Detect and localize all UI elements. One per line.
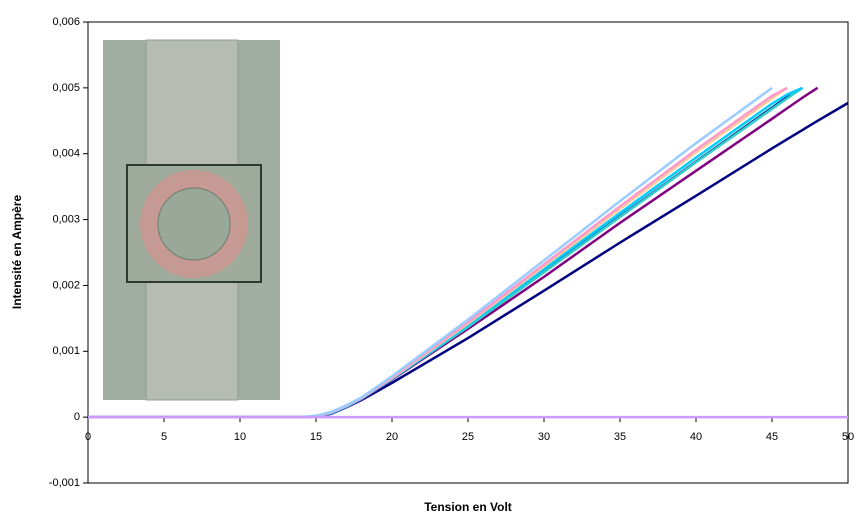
x-tick-label: 30	[538, 431, 550, 443]
y-tick-label: 0,005	[52, 82, 80, 94]
x-axis-title: Tension en Volt	[424, 500, 512, 514]
y-tick-label: 0,006	[52, 16, 80, 28]
x-tick-label: 5	[161, 431, 167, 443]
y-axis-title: Intensité en Ampère	[10, 195, 24, 310]
x-tick-label: 40	[690, 431, 702, 443]
x-tick-label: 35	[614, 431, 626, 443]
x-tick-label: 0	[85, 431, 91, 443]
x-tick-label: 45	[766, 431, 778, 443]
x-tick-label: 15	[310, 431, 322, 443]
y-tick-label: 0,003	[52, 213, 80, 225]
plot-area	[87, 21, 849, 484]
x-tick-label: 10	[234, 431, 246, 443]
y-tick-label: -0,001	[49, 477, 80, 489]
x-tick-label: 25	[462, 431, 474, 443]
x-tick-label: 20	[386, 431, 398, 443]
y-tick-label: 0	[74, 411, 80, 423]
y-tick-label: 0,004	[52, 148, 80, 160]
x-tick-label: 50	[842, 431, 854, 443]
inset-photo	[103, 39, 280, 401]
y-tick-label: 0,001	[52, 345, 80, 357]
y-tick-label: 0,002	[52, 279, 80, 291]
